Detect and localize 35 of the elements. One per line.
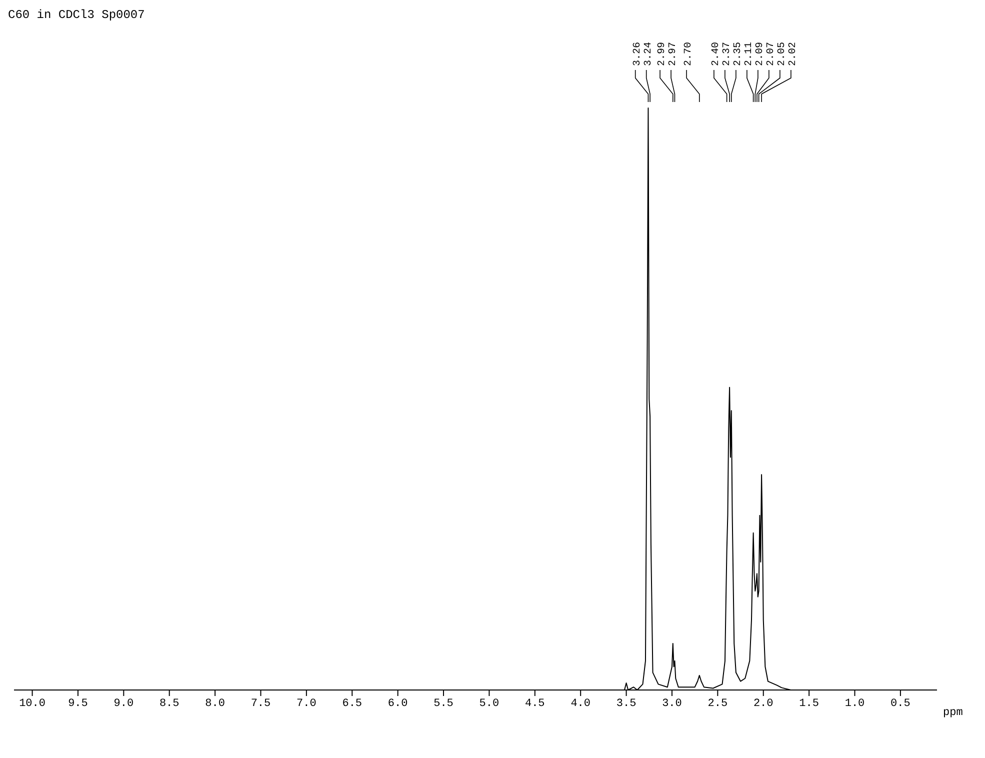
annotation: 2.02 — [788, 42, 799, 66]
annotation: 2.37 — [722, 42, 733, 66]
x-tick-label: 2.5 — [708, 698, 728, 710]
x-tick-label: 9.5 — [68, 698, 88, 710]
annotation: 2.99 — [657, 42, 668, 66]
x-tick-label: 5.5 — [434, 698, 454, 710]
x-tick-label: 7.5 — [250, 698, 271, 710]
x-tick-label: 6.0 — [388, 698, 408, 710]
x-axis-title: ppm — [943, 706, 964, 719]
annotation: 2.97 — [668, 42, 680, 66]
annotation: 2.35 — [732, 42, 744, 66]
annotation: 2.07 — [766, 42, 777, 66]
x-tick-label: 3.5 — [616, 698, 636, 710]
annotation: 2.40 — [710, 42, 722, 66]
chart-title: C60 in CDCl3 Sp0007 — [8, 8, 145, 22]
x-tick-label: 9.0 — [114, 698, 134, 710]
annotation: 2.70 — [684, 42, 695, 66]
x-tick-label: 7.0 — [296, 698, 316, 710]
x-tick-label: 4.0 — [570, 698, 590, 710]
x-tick-label: 5.0 — [479, 698, 500, 710]
x-tick-label: 8.5 — [159, 698, 180, 710]
annotation: 3.24 — [643, 42, 654, 66]
annotation: 3.26 — [632, 42, 644, 66]
x-tick-label: 3.0 — [662, 698, 682, 710]
x-tick-label: 0.5 — [890, 698, 910, 710]
annotation: 2.05 — [776, 42, 788, 66]
x-tick-label: 1.0 — [844, 698, 865, 710]
annotation: 2.11 — [744, 42, 755, 66]
x-tick-label: 1.5 — [799, 698, 819, 710]
x-tick-label: 6.5 — [342, 698, 362, 710]
x-tick-label: 4.5 — [524, 698, 545, 710]
x-tick-label: 8.0 — [205, 698, 225, 710]
x-tick-label: 10.0 — [19, 698, 46, 710]
x-tick-label: 2.0 — [753, 698, 774, 710]
annotation: 2.09 — [754, 42, 766, 66]
